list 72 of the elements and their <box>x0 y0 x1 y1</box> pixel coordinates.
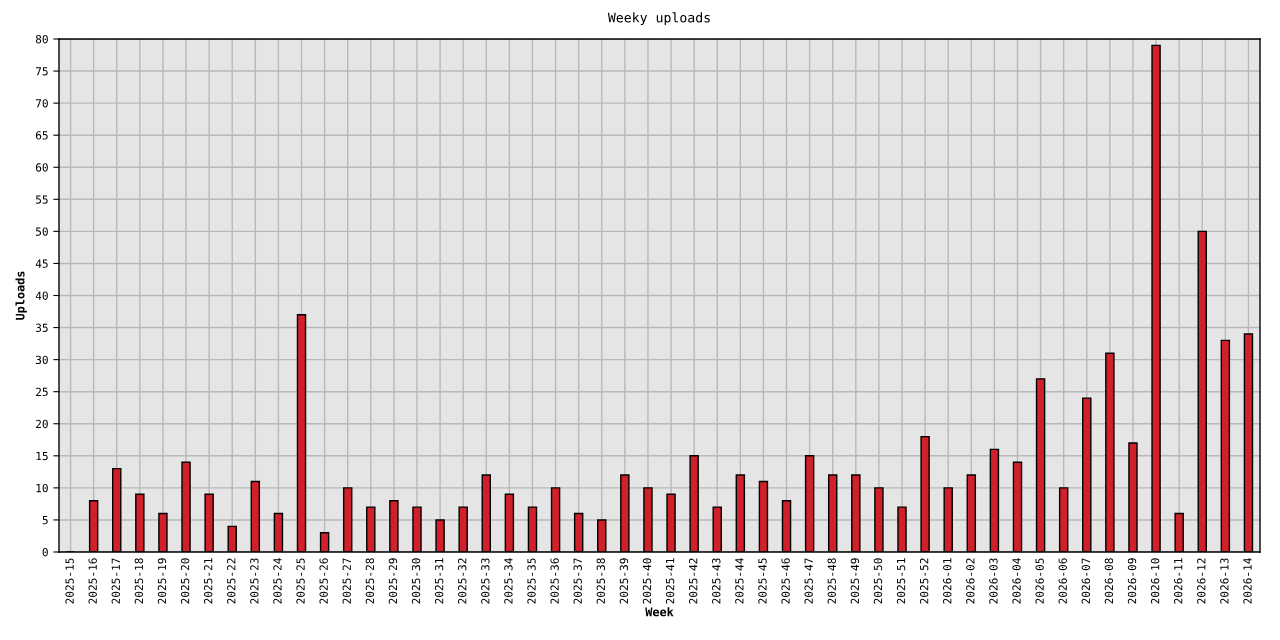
x-tick-label: 2025-42 <box>688 558 698 604</box>
x-tick-label: 2025-30 <box>411 558 421 604</box>
x-tick-label: 2025-49 <box>850 558 860 604</box>
y-tick-label: 35 <box>35 323 48 332</box>
x-tick-label: 2025-28 <box>365 558 375 604</box>
x-tick-label: 2026-14 <box>1243 558 1252 604</box>
x-tick-label: 2026-09 <box>1127 558 1137 604</box>
x-axis-title: Week <box>645 607 674 617</box>
x-tick-label: 2026-10 <box>1150 558 1160 604</box>
x-tick-label: 2026-01 <box>943 558 952 604</box>
y-tick-label: 5 <box>42 516 48 525</box>
x-tick-label: 2025-34 <box>504 558 513 604</box>
x-tick-label: 2025-45 <box>758 558 767 604</box>
x-tick-label: 2025-39 <box>619 558 629 604</box>
y-tick-label: 70 <box>35 99 48 108</box>
x-tick-label: 2025-24 <box>273 558 282 604</box>
x-tick-label: 2025-36 <box>550 558 559 604</box>
y-tick-label: 50 <box>35 227 48 236</box>
y-tick-label: 30 <box>35 355 48 365</box>
x-tick-label: 2025-52 <box>919 558 929 604</box>
y-tick-label: 65 <box>35 131 48 140</box>
x-tick-label: 2026-08 <box>1104 558 1114 604</box>
x-tick-label: 2025-50 <box>873 558 883 604</box>
x-tick-label: 2025-51 <box>896 558 906 604</box>
x-tick-label: 2025-26 <box>319 558 328 604</box>
x-tick-label: 2025-20 <box>180 558 190 604</box>
x-tick-label: 2025-16 <box>88 558 97 604</box>
x-tick-label: 2025-44 <box>735 558 744 604</box>
y-axis-title: Uploads <box>15 271 27 320</box>
x-tick-label: 2026-13 <box>1220 558 1229 604</box>
y-tick-label: 60 <box>35 163 48 172</box>
x-tick-label: 2026-12 <box>1197 558 1206 604</box>
x-tick-label: 2025-27 <box>342 558 351 604</box>
chart-title: Weeky uploads <box>607 12 710 26</box>
x-tick-label: 2025-38 <box>596 558 606 604</box>
y-tick-label: 25 <box>36 387 48 397</box>
x-tick-label: 2025-21 <box>203 558 213 604</box>
x-tick-label: 2026-02 <box>966 558 975 604</box>
x-tick-label: 2026-06 <box>1058 558 1067 604</box>
x-tick-label: 2025-29 <box>388 558 398 604</box>
x-tick-label: 2026-03 <box>989 558 998 604</box>
x-tick-label: 2025-43 <box>712 558 721 604</box>
y-tick-label: 15 <box>36 451 48 461</box>
x-tick-label: 2025-15 <box>65 558 74 604</box>
x-tick-label: 2025-35 <box>527 558 536 604</box>
y-tick-label: 20 <box>36 419 48 429</box>
x-tick-label: 2025-46 <box>781 558 790 604</box>
x-tick-label: 2025-23 <box>250 558 259 604</box>
x-tick-label: 2025-19 <box>157 558 167 604</box>
y-tick-label: 10 <box>36 483 48 493</box>
x-tick-label: 2025-37 <box>573 558 582 604</box>
y-tick-label: 55 <box>35 195 48 204</box>
x-tick-label: 2025-40 <box>642 558 652 604</box>
x-tick-label: 2025-41 <box>665 558 675 604</box>
x-tick-label: 2026-04 <box>1012 558 1021 604</box>
x-tick-label: 2026-07 <box>1081 558 1091 604</box>
y-tick-label: 45 <box>35 259 48 268</box>
y-tick-label: 0 <box>42 548 48 557</box>
x-tick-label: 2025-18 <box>134 558 144 604</box>
y-tick-label: 75 <box>35 67 48 76</box>
x-tick-label: 2025-22 <box>227 558 236 604</box>
x-tick-label: 2025-47 <box>804 558 813 604</box>
x-tick-label: 2026-11 <box>1174 558 1183 604</box>
x-tick-label: 2025-32 <box>458 558 467 604</box>
x-tick-label: 2025-17 <box>111 558 120 604</box>
x-tick-label: 2025-31 <box>434 558 444 604</box>
y-tick-label: 40 <box>35 291 48 300</box>
x-tick-label: 2025-25 <box>296 558 305 604</box>
y-tick-label: 80 <box>35 35 48 44</box>
x-tick-label: 2025-48 <box>827 558 836 604</box>
x-tick-label: 2025-33 <box>481 558 490 604</box>
x-tick-label: 2026-05 <box>1035 558 1044 604</box>
